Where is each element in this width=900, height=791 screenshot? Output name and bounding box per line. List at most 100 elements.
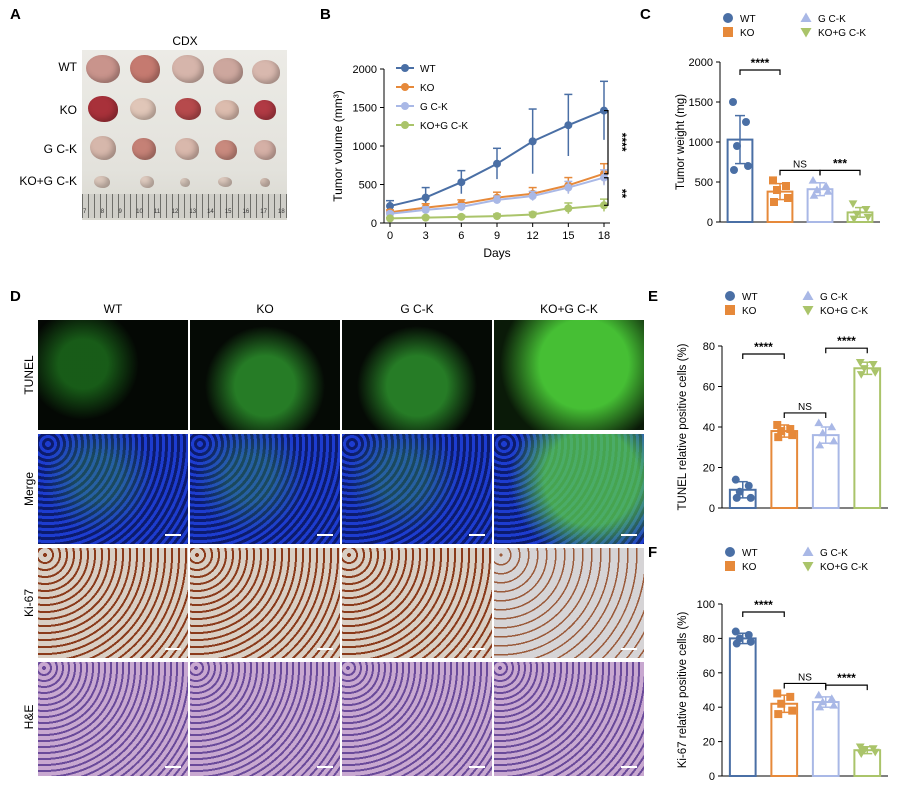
data-point	[744, 162, 752, 170]
scale-bar	[621, 534, 637, 536]
data-point	[855, 359, 865, 367]
micro-col-label-gck: G C-K	[400, 302, 434, 316]
y-axis-label: TUNEL relative positive cells (%)	[677, 343, 689, 510]
legend-marker	[401, 64, 409, 72]
legend-label: G C-K	[820, 292, 848, 303]
ruler-number: 8	[100, 209, 105, 215]
data-point	[812, 185, 822, 194]
tumor-volume-line-chart: 0 500 1000 1500 2000 0 3 6 9 12 15 18 Days Tumor volu…	[331, 64, 629, 260]
legend-marker	[725, 305, 735, 315]
data-point	[786, 692, 795, 701]
data-point	[732, 639, 741, 648]
significance-label: ****	[754, 598, 773, 612]
data-point	[788, 706, 797, 715]
micro-he-gck	[342, 662, 492, 776]
tumor-wt-3	[172, 55, 204, 83]
x-tick-label: 18	[598, 230, 610, 242]
significance-bracket	[604, 177, 609, 206]
micro-ki67-kogck	[494, 548, 644, 658]
scale-bar	[621, 766, 637, 768]
data-point	[809, 191, 819, 199]
y-tick-label: 60	[703, 382, 715, 394]
data-point	[528, 137, 537, 146]
data-point	[421, 213, 430, 222]
data-point	[868, 361, 878, 369]
ruler-number: 10	[136, 209, 143, 215]
tumor-ko-3	[175, 98, 201, 120]
data-point	[731, 627, 740, 636]
legend-marker	[401, 121, 409, 129]
legend-label: G C-K	[420, 102, 448, 113]
micro-he-ko	[190, 662, 340, 776]
data-point	[564, 121, 573, 130]
data-point	[829, 701, 839, 709]
legend-label: KO	[740, 28, 755, 39]
data-point	[457, 212, 466, 221]
legend-label: WT	[742, 292, 758, 303]
x-tick-label: 0	[387, 230, 393, 242]
micro-tunel-gck	[342, 320, 492, 430]
photo-row-label-gck: G C-K	[43, 142, 77, 156]
y-tick-label: 1500	[689, 97, 713, 109]
data-point	[528, 192, 537, 201]
y-tick-label: 2000	[353, 64, 377, 76]
x-tick-label: 15	[562, 230, 574, 242]
data-point	[814, 418, 824, 427]
significance-label: ****	[754, 340, 773, 354]
scale-bar	[165, 648, 181, 650]
data-point	[782, 182, 790, 190]
ruler-number: 13	[189, 209, 197, 215]
legend-label: KO	[420, 83, 435, 94]
data-point	[742, 118, 750, 126]
legend-marker	[723, 27, 733, 37]
y-tick-label: 1500	[353, 103, 377, 115]
data-point	[786, 425, 795, 434]
photo-row-label-wt: WT	[58, 60, 77, 74]
ruler-number: 11	[153, 209, 161, 215]
panel-letter-d: D	[10, 288, 21, 305]
significance-bracket	[739, 69, 781, 75]
micro-ki67-wt	[38, 548, 188, 658]
panel-letter-b: B	[320, 6, 331, 23]
ki67-bar-chart: WT KO G C-K KO+G C-K 0 20 40 60 80 100 Ki-67 relat…	[677, 546, 888, 783]
legend-marker	[800, 28, 812, 38]
legend-label: G C-K	[820, 548, 848, 559]
y-tick-label: 1000	[353, 141, 377, 153]
data-point	[856, 371, 866, 379]
scale-bar	[621, 648, 637, 650]
tumor-kogck-4	[218, 177, 232, 187]
tumor-gck-2	[132, 138, 156, 160]
tumor-ko-2	[130, 98, 156, 120]
significance-bracket	[819, 169, 861, 176]
photo-row-label-kogck: KO+G C-K	[19, 174, 77, 188]
significance-bracket	[779, 169, 821, 176]
micro-row-label-tunel: TUNEL	[22, 355, 36, 395]
y-tick-label: 20	[703, 737, 715, 749]
legend-marker	[802, 306, 814, 316]
tumor-kogck-1	[94, 176, 110, 188]
ruler-number: 17	[260, 209, 267, 215]
x-tick-label: 6	[458, 230, 464, 242]
micro-col-label-wt: WT	[103, 302, 123, 316]
micro-he-kogck	[494, 662, 644, 776]
bar	[728, 637, 757, 778]
significance-label: ****	[837, 671, 856, 685]
data-point	[493, 195, 501, 204]
data-point	[870, 369, 880, 377]
x-axis-label: Days	[483, 246, 510, 260]
tumor-kogck-2	[140, 176, 154, 188]
micro-ki67-gck	[342, 548, 492, 658]
legend-marker	[802, 546, 814, 556]
data-point	[564, 183, 573, 192]
scale-bar	[317, 648, 333, 650]
panel-letter-f: F	[648, 544, 658, 561]
data-point	[732, 493, 741, 502]
significance-label: ****	[837, 334, 856, 348]
data-point	[421, 193, 430, 202]
y-tick-label: 0	[709, 503, 715, 515]
y-tick-label: 60	[703, 668, 715, 680]
y-tick-label: 40	[703, 702, 715, 714]
data-point	[814, 690, 824, 699]
y-axis-label: Tumor volume (mm³)	[331, 90, 345, 202]
scale-bar	[469, 648, 485, 650]
